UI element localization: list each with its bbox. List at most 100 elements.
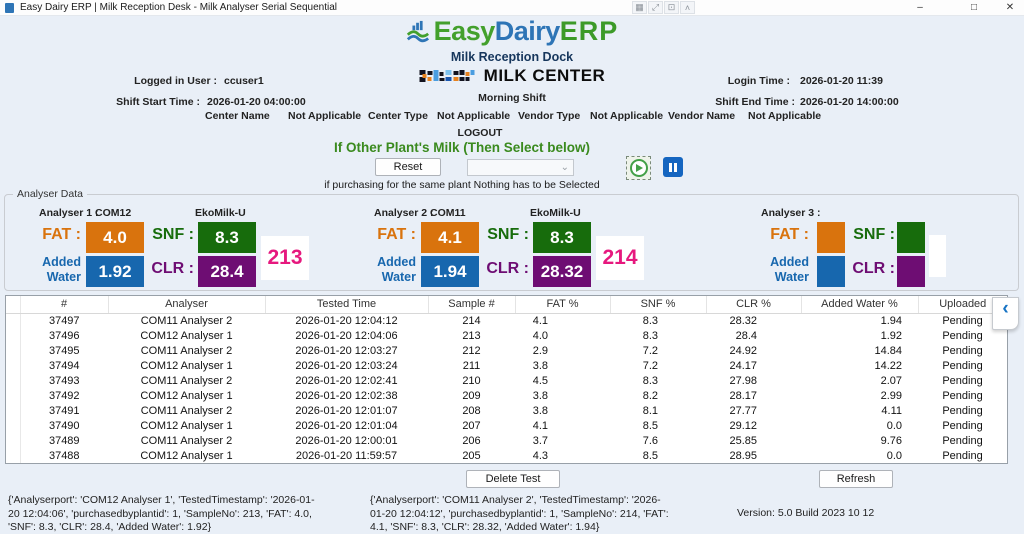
play-button[interactable]	[626, 156, 651, 180]
cell-fat[interactable]: 4.1	[532, 314, 548, 327]
cell-fat[interactable]: 3.8	[532, 389, 548, 402]
close-button[interactable]: ✕	[1005, 2, 1015, 13]
cell-id[interactable]: 37488	[48, 449, 80, 462]
cell-analyser[interactable]: COM12 Analyser 1	[140, 449, 233, 462]
cell-added-water[interactable]: 1.92	[880, 329, 902, 342]
expand-icon[interactable]: ⤢	[648, 1, 663, 14]
row-header-cell[interactable]	[6, 373, 21, 388]
minimize-button[interactable]: –	[917, 2, 923, 13]
cell-uploaded[interactable]: Pending	[942, 359, 983, 372]
cell-tested-time[interactable]: 2026-01-20 12:00:01	[295, 434, 398, 447]
col-header-added-water[interactable]: Added Water %	[801, 296, 919, 314]
table-row[interactable]: 37497 COM11 Analyser 2 2026-01-20 12:04:…	[6, 313, 1007, 328]
cell-id[interactable]: 37497	[48, 314, 80, 327]
col-header-fat[interactable]: FAT %	[515, 296, 611, 314]
plant-dropdown[interactable]: ⌄	[467, 159, 574, 176]
table-row[interactable]: 37489 COM11 Analyser 2 2026-01-20 12:00:…	[6, 433, 1007, 448]
cell-snf[interactable]: 8.2	[642, 389, 658, 402]
collapse-panel-button[interactable]: ‹	[992, 297, 1019, 330]
cell-sample[interactable]: 210	[462, 374, 481, 387]
table-row[interactable]: 37491 COM11 Analyser 2 2026-01-20 12:01:…	[6, 403, 1007, 418]
row-header-cell[interactable]	[6, 418, 21, 433]
col-header-uploaded[interactable]: Uploaded	[918, 296, 1007, 314]
table-row[interactable]: 37495 COM11 Analyser 2 2026-01-20 12:03:…	[6, 343, 1007, 358]
logout-link[interactable]: LOGOUT	[457, 127, 503, 139]
cell-id[interactable]: 37496	[48, 329, 80, 342]
cell-uploaded[interactable]: Pending	[942, 404, 983, 417]
cell-uploaded[interactable]: Pending	[942, 419, 983, 432]
cell-tested-time[interactable]: 2026-01-20 12:02:41	[295, 374, 398, 387]
cell-sample[interactable]: 209	[462, 389, 481, 402]
cell-sample[interactable]: 207	[462, 419, 481, 432]
cell-fat[interactable]: 4.3	[532, 449, 548, 462]
cell-snf[interactable]: 8.1	[642, 404, 658, 417]
cell-sample[interactable]: 213	[462, 329, 481, 342]
cell-tested-time[interactable]: 2026-01-20 12:04:12	[295, 314, 398, 327]
cell-id[interactable]: 37490	[48, 419, 80, 432]
delete-test-button[interactable]: Delete Test	[466, 470, 560, 488]
cell-added-water[interactable]: 2.99	[880, 389, 902, 402]
cell-snf[interactable]: 8.5	[642, 449, 658, 462]
cell-snf[interactable]: 8.3	[642, 374, 658, 387]
col-header-id[interactable]: #	[20, 296, 109, 314]
cell-added-water[interactable]: 14.22	[874, 359, 902, 372]
cell-uploaded[interactable]: Pending	[942, 449, 983, 462]
cell-tested-time[interactable]: 2026-01-20 11:59:57	[295, 449, 398, 462]
monitor-icon[interactable]: ⊡	[664, 1, 679, 14]
cell-analyser[interactable]: COM12 Analyser 1	[140, 359, 233, 372]
cell-snf[interactable]: 7.6	[642, 434, 658, 447]
row-header-cell[interactable]	[6, 433, 21, 448]
cell-clr[interactable]: 24.92	[729, 344, 757, 357]
cell-analyser[interactable]: COM12 Analyser 1	[140, 419, 233, 432]
col-header-analyser[interactable]: Analyser	[108, 296, 266, 314]
refresh-button[interactable]: Refresh	[819, 470, 893, 488]
cell-clr[interactable]: 24.17	[729, 359, 757, 372]
row-header-cell[interactable]	[6, 313, 21, 328]
cell-added-water[interactable]: 0.0	[886, 449, 902, 462]
table-row[interactable]: 37490 COM12 Analyser 1 2026-01-20 12:01:…	[6, 418, 1007, 433]
reset-button[interactable]: Reset	[375, 158, 441, 176]
cell-sample[interactable]: 214	[462, 314, 481, 327]
col-header-snf[interactable]: SNF %	[610, 296, 707, 314]
cell-snf[interactable]: 8.5	[642, 419, 658, 432]
col-header-tested-time[interactable]: Tested Time	[265, 296, 429, 314]
cell-id[interactable]: 37491	[48, 404, 80, 417]
cell-uploaded[interactable]: Pending	[942, 434, 983, 447]
cell-uploaded[interactable]: Pending	[942, 329, 983, 342]
cell-sample[interactable]: 212	[462, 344, 481, 357]
cell-fat[interactable]: 4.0	[532, 329, 548, 342]
table-row[interactable]: 37493 COM11 Analyser 2 2026-01-20 12:02:…	[6, 373, 1007, 388]
cell-clr[interactable]: 28.4	[735, 329, 757, 342]
table-row[interactable]: 37494 COM12 Analyser 1 2026-01-20 12:03:…	[6, 358, 1007, 373]
cell-tested-time[interactable]: 2026-01-20 12:04:06	[295, 329, 398, 342]
col-header-clr[interactable]: CLR %	[706, 296, 802, 314]
row-header-cell[interactable]	[6, 448, 21, 463]
cell-clr[interactable]: 25.85	[729, 434, 757, 447]
table-row[interactable]: 37488 COM12 Analyser 1 2026-01-20 11:59:…	[6, 448, 1007, 463]
cell-snf[interactable]: 8.3	[642, 314, 658, 327]
cell-added-water[interactable]: 4.11	[881, 404, 902, 417]
cell-sample[interactable]: 208	[462, 404, 481, 417]
cell-uploaded[interactable]: Pending	[942, 389, 983, 402]
cell-tested-time[interactable]: 2026-01-20 12:03:27	[295, 344, 398, 357]
cell-snf[interactable]: 8.3	[642, 329, 658, 342]
cell-snf[interactable]: 7.2	[642, 359, 658, 372]
cell-analyser[interactable]: COM11 Analyser 2	[140, 374, 233, 387]
cell-tested-time[interactable]: 2026-01-20 12:03:24	[295, 359, 398, 372]
maximize-button[interactable]: □	[970, 2, 978, 13]
cell-fat[interactable]: 3.7	[532, 434, 548, 447]
cell-fat[interactable]: 2.9	[532, 344, 548, 357]
cell-id[interactable]: 37495	[48, 344, 80, 357]
cell-tested-time[interactable]: 2026-01-20 12:01:04	[295, 419, 398, 432]
cell-sample[interactable]: 211	[462, 359, 481, 372]
cell-analyser[interactable]: COM11 Analyser 2	[140, 344, 233, 357]
cell-clr[interactable]: 28.95	[729, 449, 757, 462]
cell-added-water[interactable]: 9.76	[880, 434, 902, 447]
cell-added-water[interactable]: 0.0	[886, 419, 902, 432]
cell-tested-time[interactable]: 2026-01-20 12:02:38	[295, 389, 398, 402]
row-header-cell[interactable]	[6, 388, 21, 403]
cell-uploaded[interactable]: Pending	[942, 344, 983, 357]
cell-analyser[interactable]: COM11 Analyser 2	[140, 314, 233, 327]
col-header-sample[interactable]: Sample #	[428, 296, 516, 314]
cell-analyser[interactable]: COM12 Analyser 1	[140, 329, 233, 342]
